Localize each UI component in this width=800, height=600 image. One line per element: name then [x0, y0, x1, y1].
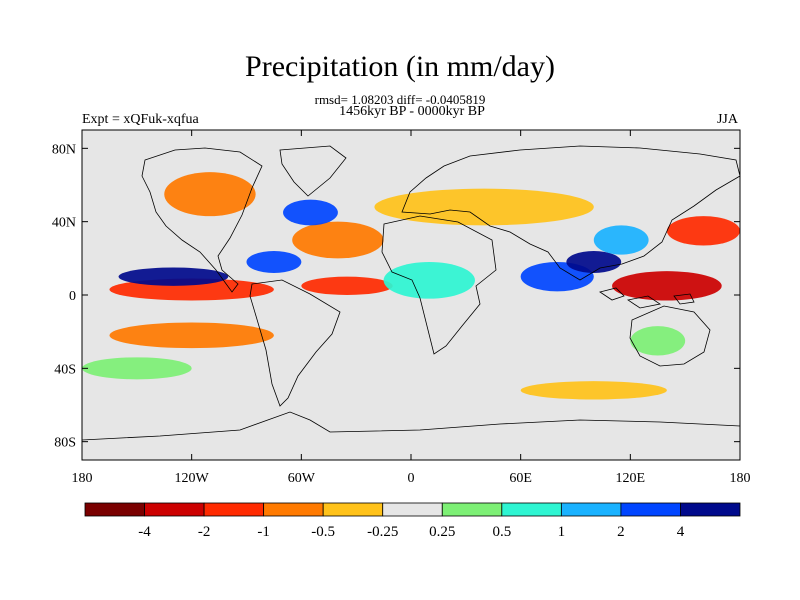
region-china-wet	[593, 225, 649, 255]
anomaly-regions	[82, 172, 740, 400]
colorbar-box	[322, 502, 384, 517]
region-north-america-dry	[164, 172, 256, 217]
colorbar-box	[501, 502, 562, 517]
y-tick-label: 80S	[54, 436, 76, 451]
region-southern-ocean-dry	[520, 381, 667, 400]
region-northwest-pacific-dry	[666, 216, 740, 246]
region-atlantic-itcz-dry	[301, 276, 393, 296]
region-western-pacific-dry	[612, 271, 722, 301]
colorbar-box	[620, 502, 681, 517]
y-axis: 80N 40N 0 40S 80S	[52, 142, 740, 451]
region-bay-of-bengal-wet	[566, 251, 622, 273]
x-tick-label: 120E	[616, 471, 646, 486]
region-south-pacific-wet	[82, 357, 192, 380]
region-south-pacific-dry	[109, 322, 274, 349]
colorbar-label: 0.5	[492, 524, 511, 540]
chart-stats: rmsd= 1.08203 diff= -0.0405819 1456kyr B…	[0, 92, 800, 119]
x-axis: 180 120W 60W 0 60E 120E 180	[72, 130, 751, 486]
colorbar-box	[203, 502, 265, 517]
colorbar-label: 0.25	[429, 524, 455, 540]
y-tick-label: 40N	[52, 216, 76, 231]
y-tick-label: 0	[69, 289, 76, 304]
colorbar-label: 1	[558, 524, 566, 540]
colorbar-box	[382, 502, 443, 517]
coastline-antarctica	[82, 411, 740, 441]
coastline-eurasia	[401, 145, 740, 281]
colorbar-box	[84, 502, 145, 517]
colorbar-label: -2	[198, 524, 211, 540]
x-tick-label: 60E	[509, 471, 532, 486]
colorbar-box	[680, 502, 741, 517]
region-africa-wet	[383, 262, 475, 299]
region-caribbean-wet	[246, 251, 302, 273]
x-tick-label: 180	[730, 471, 751, 486]
colorbar-label: -4	[138, 524, 151, 540]
coastline-islands	[599, 287, 695, 309]
y-tick-label: 40S	[54, 362, 76, 377]
coastline-south-america	[249, 279, 341, 407]
x-tick-label: 60W	[288, 471, 316, 486]
x-tick-label: 180	[72, 471, 93, 486]
coastline-north-america	[141, 147, 263, 293]
season-label: JJA	[716, 112, 738, 127]
region-mid-atlantic-dry	[292, 221, 384, 259]
y-tick-label: 80N	[52, 142, 76, 157]
coastlines	[82, 145, 740, 441]
colorbar-box	[560, 502, 622, 517]
coastline-greenland	[279, 145, 347, 197]
colorbar-label: 2	[617, 524, 625, 540]
colorbar-label: -1	[257, 524, 270, 540]
colorbar: -4 -2 -1 -0.5 -0.25 0.25 0.5 1 2 4	[84, 502, 741, 540]
colorbar-label: 4	[677, 524, 685, 540]
chart-title: Precipitation (in mm/day)	[245, 50, 555, 83]
region-east-pacific-wet	[118, 267, 229, 286]
rmsd-diff-line: rmsd= 1.08203 diff= -0.0405819	[314, 92, 486, 107]
experiment-label: Expt = xQFuk-xqfua	[82, 112, 199, 127]
region-eurasia-dry	[374, 188, 594, 226]
x-tick-label: 0	[408, 471, 415, 486]
x-tick-label: 120W	[175, 471, 210, 486]
colorbar-box	[144, 502, 205, 517]
colorbar-label: -0.5	[311, 524, 335, 540]
region-australia-wet	[630, 326, 686, 356]
region-north-atlantic-wet	[283, 199, 338, 226]
period-line: 1456kyr BP - 0000kyr BP	[339, 104, 485, 119]
coastline-africa	[381, 215, 497, 355]
colorbar-box	[263, 502, 324, 517]
coastline-australia	[629, 305, 711, 367]
colorbar-box	[441, 502, 503, 517]
colorbar-label: -0.25	[367, 524, 398, 540]
